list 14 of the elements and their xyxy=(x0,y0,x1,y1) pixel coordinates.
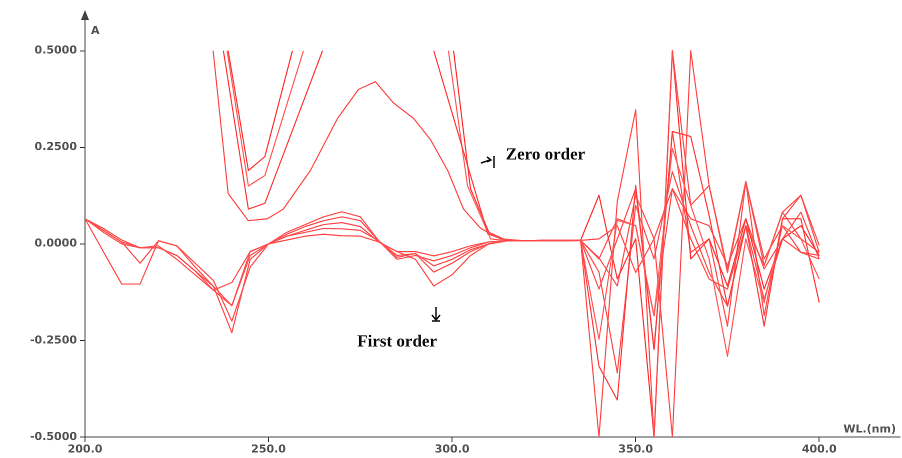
y-tick-label: 0.0000 xyxy=(34,236,78,250)
x-tick-label: 300.0 xyxy=(434,442,470,456)
y-tick-label: 0.2500 xyxy=(34,140,78,154)
x-tick-label: 350.0 xyxy=(618,442,654,456)
x-tick-label: 250.0 xyxy=(251,442,286,456)
annotation: Zero order xyxy=(506,144,586,164)
x-axis-title: WL.(nm) xyxy=(843,422,896,436)
annotation: First order xyxy=(357,332,438,351)
x-tick-label: 200.0 xyxy=(68,442,103,456)
y-tick-label: 0.5000 xyxy=(34,44,78,57)
x-tick-label: 400.0 xyxy=(802,442,837,456)
y-axis-title: A xyxy=(91,24,100,37)
y-tick-label: -0.5000 xyxy=(30,430,78,443)
y-tick-label: -0.2500 xyxy=(30,333,78,346)
